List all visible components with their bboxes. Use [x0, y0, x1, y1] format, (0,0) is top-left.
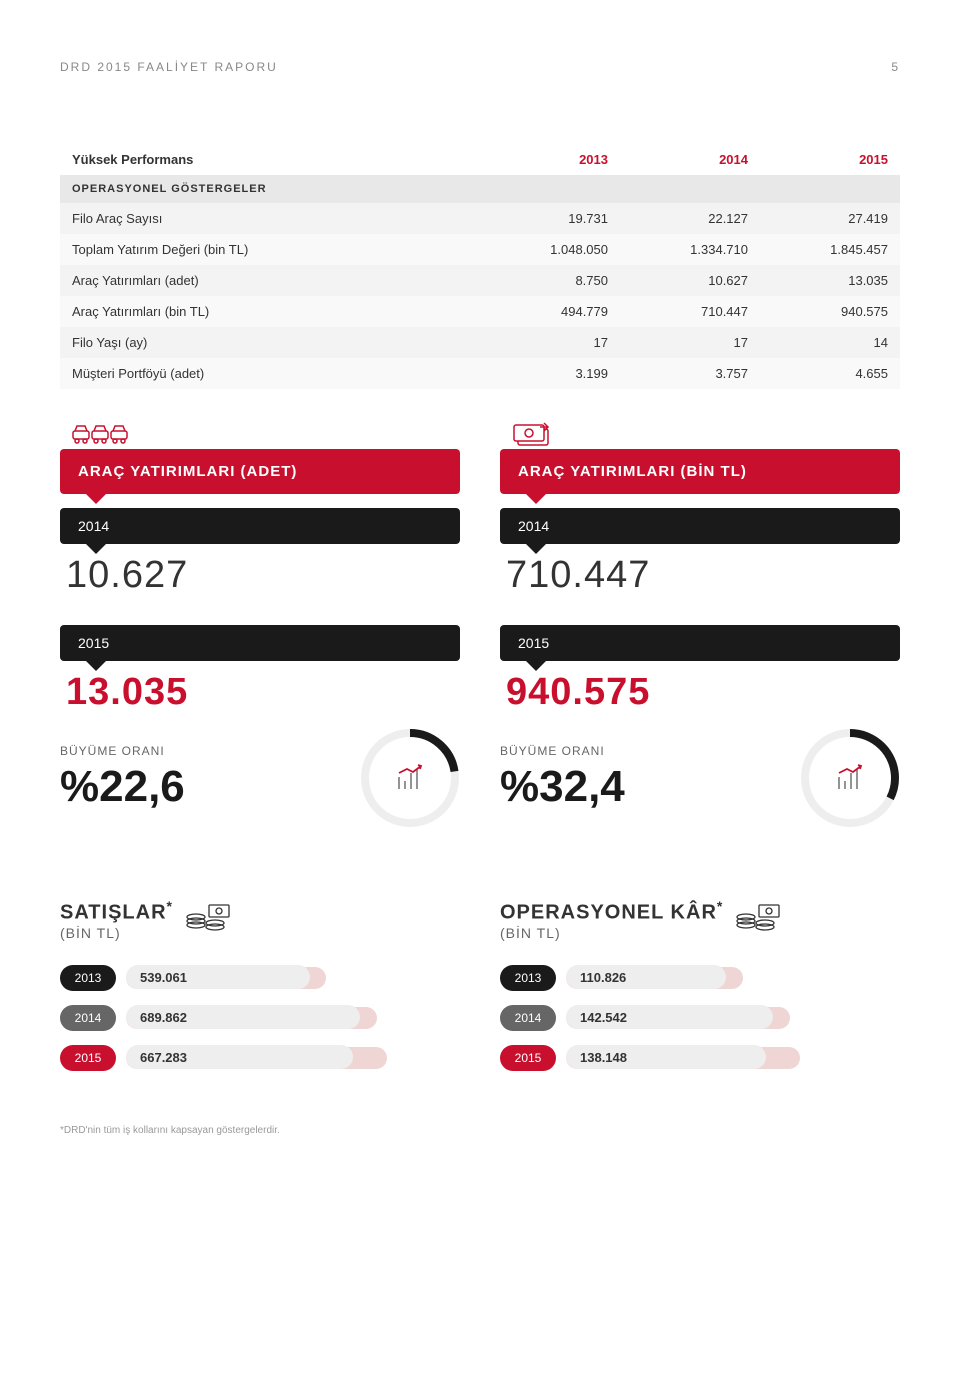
year-2014: 2014 [500, 508, 900, 544]
value-2014: 10.627 [60, 544, 460, 611]
row-value: 710.447 [620, 296, 760, 327]
footnote: *DRD'nin tüm iş kollarını kapsayan göste… [60, 1125, 900, 1136]
card-title: ARAÇ YATIRIMLARI (ADET) [78, 463, 297, 480]
value-2015: 13.035 [60, 661, 460, 728]
bar-row: 2014 689.862 [60, 1005, 460, 1031]
row-value: 1.334.710 [620, 234, 760, 265]
row-value: 17 [620, 327, 760, 358]
bar-row: 2013 539.061 [60, 965, 460, 991]
year-2015: 2015 [60, 625, 460, 661]
mini-title: SATIŞLAR* [60, 898, 173, 925]
year-2015: 2015 [500, 625, 900, 661]
year-badge: 2015 [60, 1045, 116, 1071]
growth-value: %32,4 [500, 762, 800, 812]
bar-row: 2015 667.283 [60, 1045, 460, 1071]
row-value: 17 [480, 327, 620, 358]
row-label: Müşteri Portföyü (adet) [60, 358, 480, 389]
bar-value: 539.061 [126, 970, 187, 985]
money-icon [512, 421, 556, 455]
th-2013: 2013 [480, 144, 620, 175]
row-value: 8.750 [480, 265, 620, 296]
year-badge: 2014 [60, 1005, 116, 1031]
year-badge: 2013 [500, 965, 556, 991]
th-2014: 2014 [620, 144, 760, 175]
year-badge: 2015 [500, 1045, 556, 1071]
table-subheader: OPERASYONEL GÖSTERGELER [60, 175, 900, 203]
row-value: 13.035 [760, 265, 900, 296]
bar-row: 2015 138.148 [500, 1045, 900, 1071]
bar-value: 689.862 [126, 1010, 187, 1025]
row-value: 1.048.050 [480, 234, 620, 265]
row-value: 940.575 [760, 296, 900, 327]
growth-ring [800, 728, 900, 828]
performance-table: Yüksek Performans 2013 2014 2015 OPERASY… [60, 144, 900, 389]
coins-icon [185, 901, 231, 938]
bar-value: 138.148 [566, 1050, 627, 1065]
page-header: DRD 2015 FAALİYET RAPORU 5 [60, 60, 900, 74]
row-value: 10.627 [620, 265, 760, 296]
row-value: 494.779 [480, 296, 620, 327]
row-label: Toplam Yatırım Değeri (bin TL) [60, 234, 480, 265]
th-label: Yüksek Performans [60, 144, 480, 175]
row-label: Filo Araç Sayısı [60, 203, 480, 234]
th-2015: 2015 [760, 144, 900, 175]
row-value: 19.731 [480, 203, 620, 234]
growth-value: %22,6 [60, 762, 360, 812]
year-badge: 2013 [60, 965, 116, 991]
growth-label: BÜYÜME ORANI [500, 744, 800, 758]
mini-subtitle: (BİN TL) [60, 925, 173, 941]
bar-value: 142.542 [566, 1010, 627, 1025]
mini-title: OPERASYONEL KÂR* [500, 898, 723, 925]
page-number: 5 [891, 60, 900, 74]
row-label: Araç Yatırımları (bin TL) [60, 296, 480, 327]
value-2014: 710.447 [500, 544, 900, 611]
coins-icon [735, 901, 781, 938]
year-badge: 2014 [500, 1005, 556, 1031]
value-2015: 940.575 [500, 661, 900, 728]
row-label: Araç Yatırımları (adet) [60, 265, 480, 296]
growth-label: BÜYÜME ORANI [60, 744, 360, 758]
row-value: 14 [760, 327, 900, 358]
card-title: ARAÇ YATIRIMLARI (BİN TL) [518, 463, 747, 480]
card-header: ARAÇ YATIRIMLARI (BİN TL) [500, 449, 900, 494]
year-2014: 2014 [60, 508, 460, 544]
bar-row: 2013 110.826 [500, 965, 900, 991]
row-value: 22.127 [620, 203, 760, 234]
car-icon [72, 421, 130, 451]
bar-value: 667.283 [126, 1050, 187, 1065]
mini-subtitle: (BİN TL) [500, 925, 723, 941]
row-value: 3.757 [620, 358, 760, 389]
bar-row: 2014 142.542 [500, 1005, 900, 1031]
growth-ring [360, 728, 460, 828]
bar-value: 110.826 [566, 970, 626, 985]
row-value: 1.845.457 [760, 234, 900, 265]
row-value: 4.655 [760, 358, 900, 389]
header-title: DRD 2015 FAALİYET RAPORU [60, 60, 278, 74]
row-value: 27.419 [760, 203, 900, 234]
card-header: ARAÇ YATIRIMLARI (ADET) [60, 449, 460, 494]
row-value: 3.199 [480, 358, 620, 389]
row-label: Filo Yaşı (ay) [60, 327, 480, 358]
